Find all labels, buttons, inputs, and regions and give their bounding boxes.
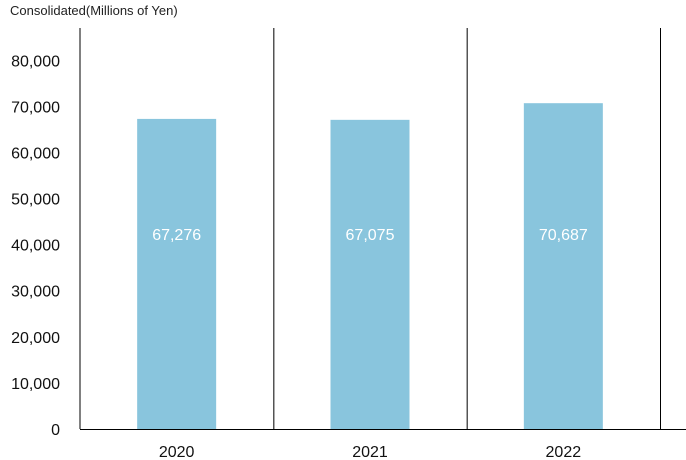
x-tick-label: 2021 <box>352 444 388 460</box>
x-tick-label: 2020 <box>159 444 195 460</box>
data-label-2021: 67,075 <box>346 227 395 244</box>
data-label-2022: 70,687 <box>539 227 588 244</box>
x-tick-label: 2022 <box>546 444 582 460</box>
bars <box>137 103 603 429</box>
y-tick-label: 70,000 <box>11 99 60 116</box>
bar-2021 <box>330 119 410 429</box>
y-axis-ticks: 0 10,000 20,000 30,000 40,000 50,000 60,000 70,… <box>11 53 60 439</box>
y-tick-label: 10,000 <box>11 376 60 393</box>
y-tick-label: 50,000 <box>11 192 60 209</box>
y-tick-label: 0 <box>51 422 60 439</box>
bar-2022 <box>523 103 603 429</box>
y-tick-label: 40,000 <box>11 238 60 255</box>
data-labels: 67,276 67,075 70,687 <box>152 227 588 244</box>
unit-label: Consolidated(Millions of Yen) <box>10 3 178 18</box>
y-tick-label: 60,000 <box>11 145 60 162</box>
y-tick-label: 20,000 <box>11 330 60 347</box>
category-dividers <box>79 28 661 429</box>
x-axis-category-labels: 2020 2021 2022 <box>159 444 581 460</box>
y-tick-label: 30,000 <box>11 284 60 301</box>
bar-2020 <box>137 118 217 429</box>
y-tick-label: 80,000 <box>11 53 60 70</box>
data-label-2020: 67,276 <box>152 227 201 244</box>
